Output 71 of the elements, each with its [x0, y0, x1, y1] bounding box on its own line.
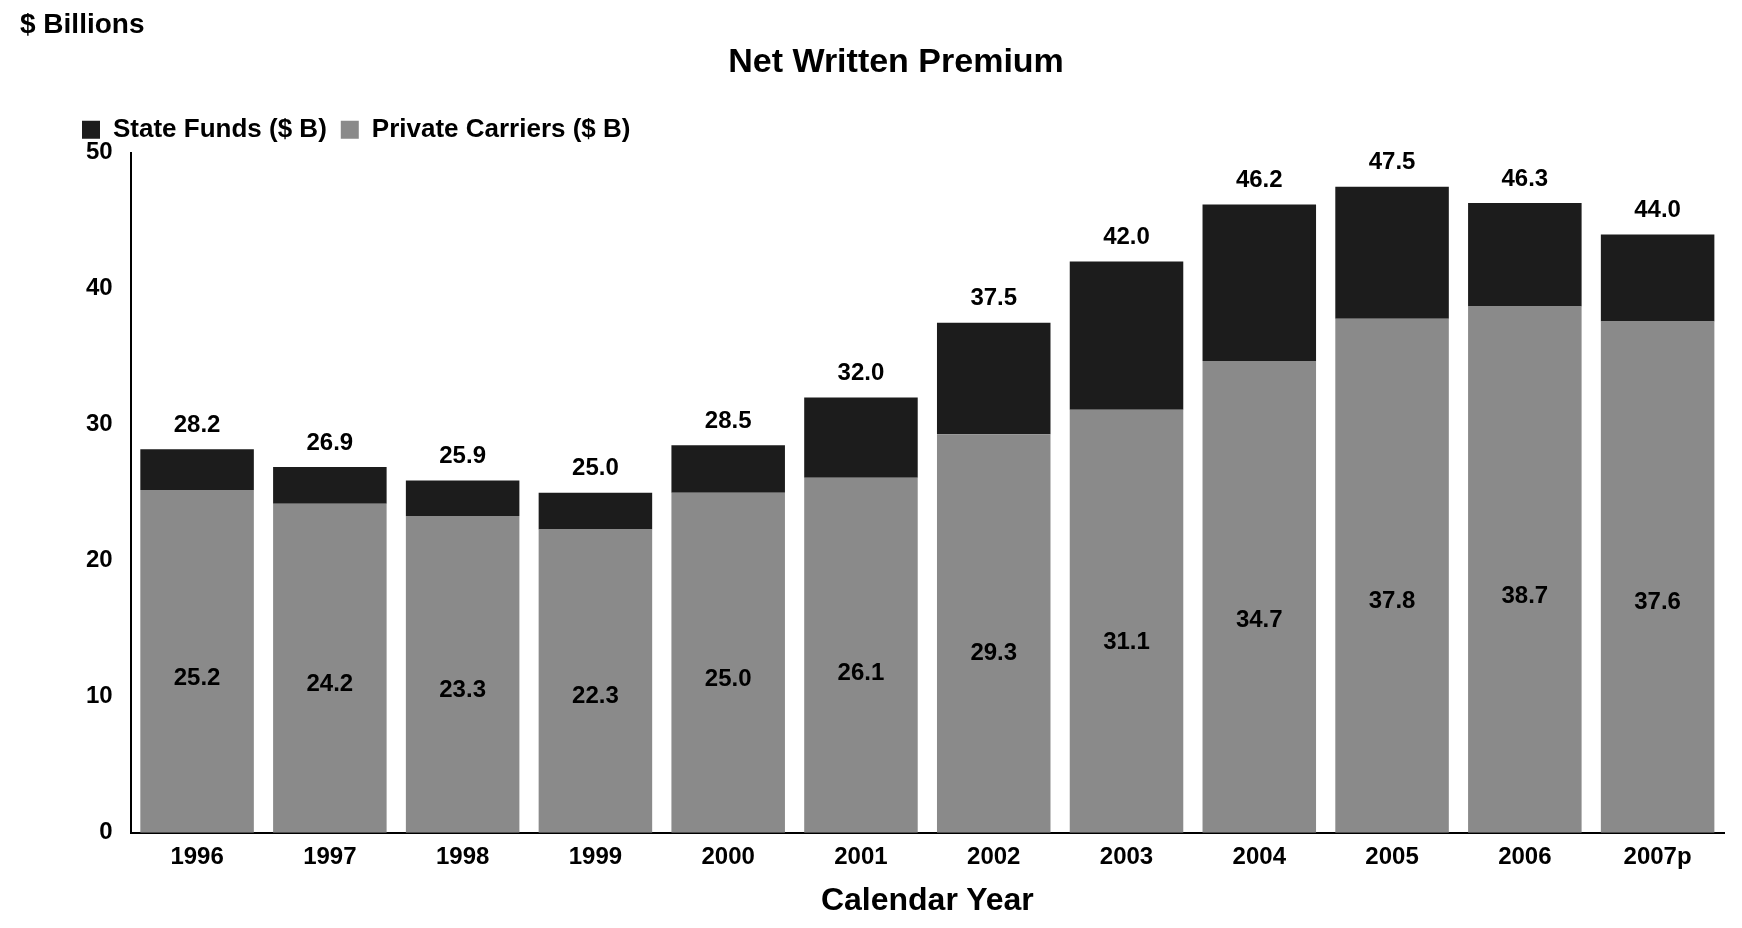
x-tick-label: 2006 [1498, 841, 1552, 869]
legend-label: Private Carriers ($ B) [371, 112, 631, 143]
data-label: 31.1 [1103, 627, 1150, 655]
data-label: 26.1 [837, 657, 885, 685]
total-label: 28.5 [704, 405, 752, 433]
bar [1069, 409, 1184, 833]
bar [1468, 306, 1582, 833]
data-label: 29.3 [970, 638, 1018, 666]
bar [1202, 204, 1317, 361]
total-label: 44.0 [1634, 195, 1681, 223]
x-tick-label: 2007p [1623, 841, 1692, 869]
bar [1202, 360, 1317, 833]
bar [1468, 203, 1582, 307]
y-axis-title: $ Billions [20, 8, 145, 40]
data-label: 37.8 [1368, 586, 1416, 614]
legend-label: State Funds ($ B) [113, 112, 327, 143]
total-label: 37.5 [970, 283, 1018, 311]
x-tick-label: 1997 [303, 841, 357, 869]
bar [671, 445, 785, 493]
x-tick-label: 1996 [170, 841, 224, 869]
total-label: 26.9 [306, 427, 354, 455]
total-label: 46.3 [1501, 163, 1549, 191]
bar [1335, 318, 1449, 833]
bar [804, 397, 918, 478]
x-tick-label: 2004 [1232, 841, 1287, 869]
x-tick-label: 1998 [435, 841, 490, 869]
bar [140, 490, 254, 833]
x-tick-label: 2000 [701, 841, 755, 869]
bar [1069, 261, 1184, 410]
x-tick-label: 2002 [967, 841, 1021, 869]
data-label: 37.6 [1634, 587, 1681, 615]
bar [1335, 186, 1449, 319]
data-label: 23.3 [439, 674, 486, 702]
bar [405, 480, 520, 516]
data-label: 25.0 [704, 664, 752, 692]
x-axis-title: Calendar Year [820, 880, 1034, 917]
total-label: 47.5 [1368, 147, 1416, 175]
x-tick-label: 1999 [568, 841, 623, 869]
data-label: 25.2 [173, 663, 221, 691]
total-label: 42.0 [1103, 222, 1150, 250]
bar [671, 492, 785, 833]
data-label: 24.2 [306, 669, 354, 697]
y-tick-label: 40 [85, 273, 113, 301]
y-tick-label: 30 [85, 409, 113, 437]
x-tick-label: 2005 [1365, 841, 1419, 869]
bar [538, 492, 653, 530]
total-label: 25.9 [439, 441, 486, 469]
y-tick-label: 10 [85, 681, 113, 709]
bar [1600, 234, 1715, 322]
bar [1600, 321, 1715, 833]
chart-title: Net Written Premium [728, 40, 1064, 79]
y-tick-label: 20 [85, 545, 113, 573]
bar [804, 477, 918, 833]
bar [405, 515, 520, 833]
total-label: 46.2 [1235, 165, 1283, 193]
total-label: 32.0 [837, 358, 885, 386]
data-label: 22.3 [572, 680, 619, 708]
total-label: 28.2 [173, 409, 221, 437]
data-label: 34.7 [1235, 605, 1283, 633]
y-tick-label: 0 [99, 817, 113, 845]
data-label: 38.7 [1501, 580, 1549, 608]
bar [273, 503, 387, 833]
bar [538, 529, 653, 833]
total-label: 25.0 [572, 453, 619, 481]
bar [936, 434, 1051, 833]
x-tick-label: 2003 [1099, 841, 1154, 869]
x-tick-label: 2001 [834, 841, 888, 869]
y-tick-label: 50 [85, 137, 113, 165]
bar [273, 466, 387, 504]
bar [140, 449, 254, 491]
bar [936, 322, 1051, 435]
